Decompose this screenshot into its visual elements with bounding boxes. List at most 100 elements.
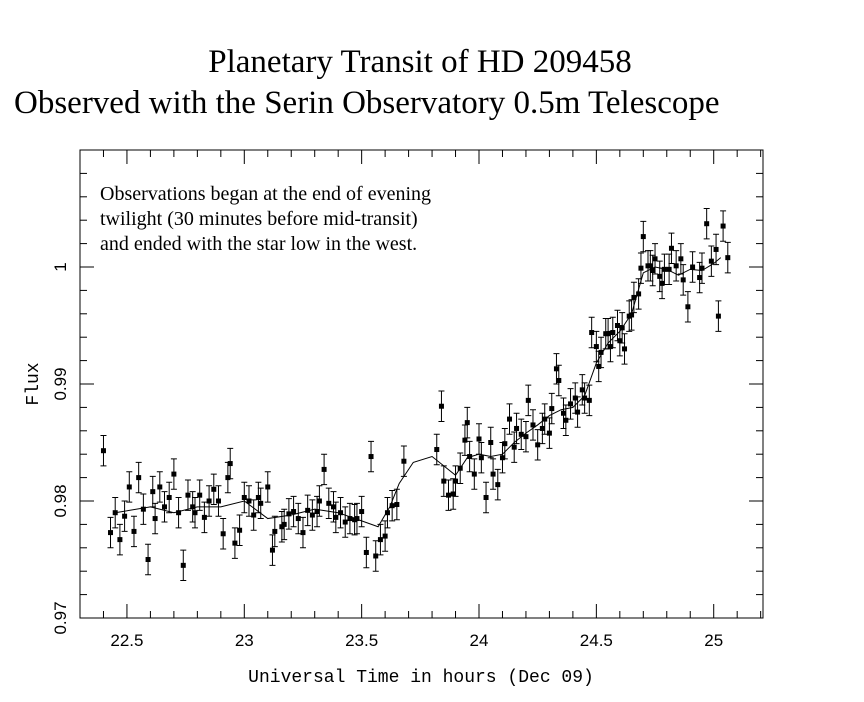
data-point bbox=[511, 444, 517, 450]
data-point bbox=[180, 562, 186, 568]
data-point bbox=[185, 492, 191, 498]
data-point bbox=[197, 492, 203, 498]
data-point bbox=[507, 416, 513, 422]
data-point bbox=[697, 275, 703, 281]
data-point bbox=[464, 420, 470, 426]
data-point bbox=[255, 494, 261, 500]
data-point bbox=[241, 494, 247, 500]
data-point bbox=[607, 344, 613, 350]
x-tick-label: 24.5 bbox=[580, 631, 613, 650]
data-point bbox=[145, 557, 151, 562]
data-point bbox=[650, 268, 656, 274]
data-point bbox=[471, 471, 477, 477]
data-point bbox=[100, 448, 106, 454]
data-point bbox=[201, 514, 207, 520]
data-point bbox=[476, 436, 482, 442]
data-point bbox=[572, 395, 578, 401]
data-point bbox=[488, 440, 494, 445]
data-point bbox=[122, 513, 128, 519]
data-point bbox=[478, 455, 484, 461]
data-point bbox=[490, 471, 496, 477]
y-tick-label: 1 bbox=[51, 262, 70, 271]
data-point bbox=[354, 516, 360, 522]
x-tick-label: 25 bbox=[704, 631, 723, 650]
y-tick-label: 0.99 bbox=[51, 367, 70, 400]
data-point bbox=[575, 409, 581, 415]
data-point bbox=[176, 510, 182, 516]
data-point bbox=[636, 291, 642, 297]
data-point bbox=[518, 431, 524, 437]
data-point bbox=[502, 441, 508, 447]
data-point bbox=[136, 475, 142, 481]
data-point bbox=[605, 331, 611, 337]
data-point bbox=[499, 455, 505, 461]
data-point bbox=[166, 494, 172, 500]
data-point bbox=[652, 256, 658, 262]
data-point bbox=[295, 516, 301, 522]
data-point bbox=[126, 484, 132, 490]
data-point bbox=[617, 338, 623, 344]
data-point bbox=[300, 530, 306, 536]
data-point bbox=[708, 258, 714, 264]
data-point bbox=[661, 266, 667, 272]
data-point bbox=[237, 527, 243, 533]
data-point bbox=[678, 256, 684, 262]
data-point bbox=[359, 509, 365, 515]
data-point bbox=[610, 330, 616, 336]
data-point bbox=[673, 263, 679, 269]
data-point bbox=[542, 416, 548, 422]
data-point bbox=[171, 471, 177, 477]
data-point bbox=[659, 280, 665, 286]
data-point bbox=[316, 498, 322, 504]
data-point bbox=[495, 482, 501, 488]
x-tick-label: 24 bbox=[470, 631, 489, 650]
data-point bbox=[117, 537, 123, 543]
data-point bbox=[598, 349, 604, 355]
data-point bbox=[368, 454, 374, 460]
data-point bbox=[330, 504, 336, 510]
data-point bbox=[549, 406, 555, 412]
data-point bbox=[713, 246, 719, 252]
data-point bbox=[161, 504, 167, 510]
data-point bbox=[108, 530, 114, 536]
data-point bbox=[281, 521, 287, 527]
data-point bbox=[467, 454, 473, 460]
data-point bbox=[265, 484, 271, 490]
data-point bbox=[342, 519, 348, 525]
data-point bbox=[286, 511, 292, 517]
data-point bbox=[438, 403, 444, 409]
data-point bbox=[546, 430, 552, 436]
data-point bbox=[363, 549, 369, 555]
data-point bbox=[215, 498, 221, 504]
x-tick-label: 23.5 bbox=[345, 631, 378, 650]
data-point bbox=[220, 531, 226, 537]
data-point bbox=[462, 437, 468, 443]
data-point bbox=[715, 313, 721, 319]
data-point bbox=[321, 466, 327, 472]
data-point bbox=[190, 504, 196, 510]
data-point bbox=[333, 514, 339, 520]
data-point bbox=[457, 465, 463, 471]
data-point bbox=[384, 510, 390, 516]
data-point bbox=[725, 255, 731, 261]
data-point bbox=[152, 516, 158, 522]
data-point bbox=[131, 528, 137, 534]
data-point bbox=[269, 547, 275, 553]
data-point bbox=[589, 330, 595, 336]
data-point bbox=[640, 234, 646, 240]
data-point bbox=[631, 294, 637, 300]
annotation: twilight (30 minutes before mid-transit) bbox=[100, 208, 418, 230]
data-point bbox=[373, 553, 379, 559]
data-point bbox=[227, 461, 233, 467]
data-point bbox=[596, 363, 602, 369]
data-point bbox=[535, 442, 541, 448]
data-point bbox=[647, 263, 653, 269]
y-tick-label: 0.97 bbox=[51, 601, 70, 634]
data-point bbox=[553, 366, 559, 372]
annotation: Observations began at the end of evening bbox=[100, 183, 431, 205]
data-point bbox=[192, 510, 198, 516]
data-point bbox=[211, 486, 217, 492]
data-point bbox=[579, 387, 585, 393]
data-point bbox=[539, 425, 545, 431]
data-point bbox=[112, 510, 118, 516]
